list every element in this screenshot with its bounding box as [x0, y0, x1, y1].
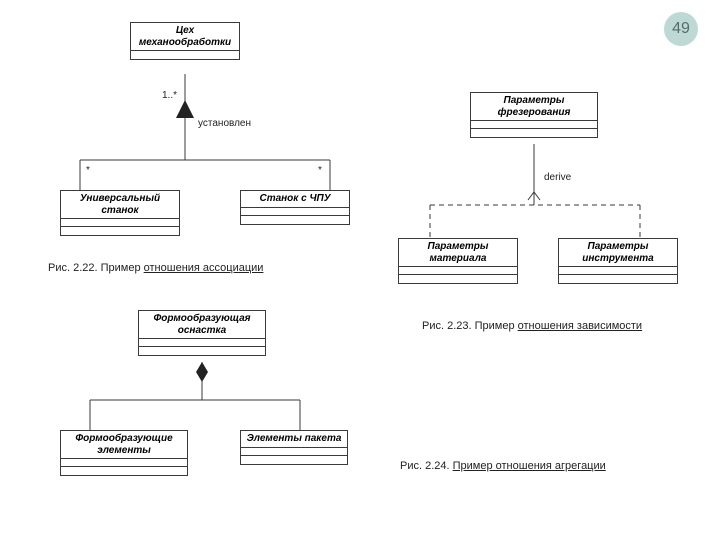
- d222-mult-right: *: [318, 165, 322, 176]
- uml-row: [399, 275, 517, 283]
- d222-top-title: Цех механообработки: [131, 23, 239, 51]
- caption-224-prefix: Рис. 2.24.: [400, 460, 453, 472]
- caption-223-underlined: отношения зависимости: [518, 320, 642, 332]
- caption-222-prefix: Рис. 2.22. Пример: [48, 262, 144, 274]
- caption-224: Рис. 2.24. Пример отношения агрегации: [400, 460, 606, 472]
- uml-row: [139, 339, 265, 347]
- uml-row: [61, 459, 187, 467]
- page-number-badge: 49: [664, 12, 698, 46]
- d222-mult-top: 1..*: [162, 90, 177, 101]
- uml-row: [399, 267, 517, 275]
- d224-left-class: Формообразующие элементы: [60, 430, 188, 476]
- d222-right-title: Станок с ЧПУ: [241, 191, 349, 208]
- d224-top-class: Формообразующая оснастка: [138, 310, 266, 356]
- d224-right-class: Элементы пакета: [240, 430, 348, 465]
- uml-row: [559, 275, 677, 283]
- d223-right-class: Параметры инструмента: [558, 238, 678, 284]
- uml-row: [241, 456, 347, 464]
- caption-224-underlined: Пример отношения агрегации: [453, 460, 606, 472]
- d222-assoc-label: установлен: [198, 118, 251, 129]
- d224-left-title: Формообразующие элементы: [61, 431, 187, 459]
- uml-row: [241, 448, 347, 456]
- uml-row: [61, 219, 179, 227]
- uml-row: [471, 129, 597, 137]
- d222-right-class: Станок с ЧПУ: [240, 190, 350, 225]
- d224-top-title: Формообразующая оснастка: [139, 311, 265, 339]
- d222-mult-left: *: [86, 165, 90, 176]
- d223-left-class: Параметры материала: [398, 238, 518, 284]
- uml-row: [131, 51, 239, 59]
- caption-222-underlined: отношения ассоциации: [144, 262, 264, 274]
- uml-row: [559, 267, 677, 275]
- uml-row: [61, 467, 187, 475]
- d223-top-class: Параметры фрезерования: [470, 92, 598, 138]
- d223-top-title: Параметры фрезерования: [471, 93, 597, 121]
- uml-row: [471, 121, 597, 129]
- uml-row: [61, 227, 179, 235]
- uml-row: [241, 216, 349, 224]
- d223-derive-label: derive: [544, 172, 571, 183]
- d222-left-class: Универсальный станок: [60, 190, 180, 236]
- caption-223: Рис. 2.23. Пример отношения зависимости: [422, 320, 642, 332]
- caption-222: Рис. 2.22. Пример отношения ассоциации: [48, 262, 263, 274]
- d223-left-title: Параметры материала: [399, 239, 517, 267]
- caption-223-prefix: Рис. 2.23. Пример: [422, 320, 518, 332]
- uml-row: [241, 208, 349, 216]
- d222-left-title: Универсальный станок: [61, 191, 179, 219]
- d223-right-title: Параметры инструмента: [559, 239, 677, 267]
- d222-top-class: Цех механообработки: [130, 22, 240, 60]
- uml-row: [139, 347, 265, 355]
- d224-right-title: Элементы пакета: [241, 431, 347, 448]
